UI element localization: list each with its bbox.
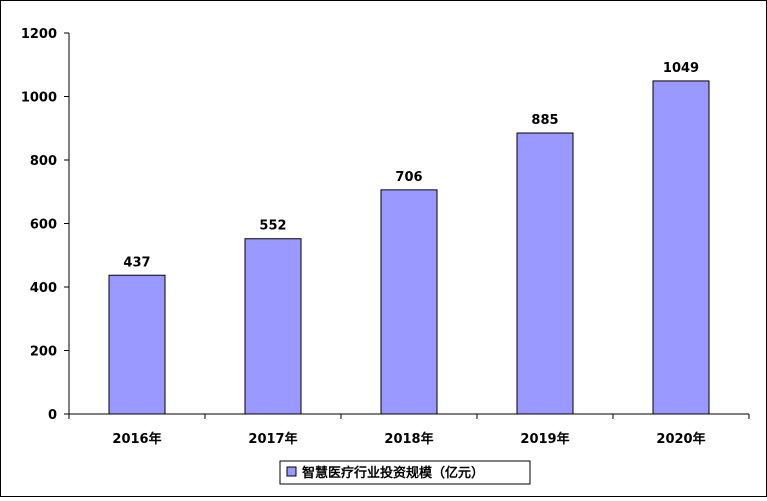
bar [108, 274, 166, 415]
legend-swatch [286, 466, 297, 477]
data-labels: 437 552 706 885 1049 [123, 61, 699, 270]
bars [108, 80, 710, 415]
legend: 智慧医疗行业投资规模（亿元） [279, 460, 531, 485]
y-axis: 0 200 400 600 800 1000 1200 [21, 27, 70, 423]
data-label: 1049 [663, 61, 699, 76]
legend-box [279, 460, 531, 485]
data-label: 706 [395, 170, 422, 185]
x-tick-label: 2019年 [520, 431, 569, 447]
x-tick-label: 2017年 [248, 431, 297, 447]
x-tick-label: 2020年 [656, 431, 705, 447]
bar [652, 80, 710, 415]
y-tick-label: 200 [30, 345, 57, 360]
y-tick-label: 1000 [21, 91, 57, 106]
data-label: 437 [123, 255, 150, 270]
x-axis: 2016年 2017年 2018年 2019年 2020年 [68, 413, 750, 447]
bar [516, 132, 574, 415]
x-tick-label: 2016年 [112, 431, 161, 447]
y-tick-label: 1200 [21, 27, 57, 42]
legend-label: 智慧医疗行业投资规模（亿元） [302, 465, 484, 481]
x-tick-label: 2018年 [384, 431, 433, 447]
y-tick-label: 800 [30, 154, 57, 169]
data-label: 552 [259, 219, 286, 234]
bar [244, 238, 302, 415]
y-tick-label: 400 [30, 281, 57, 296]
data-label: 885 [531, 113, 558, 128]
y-tick-label: 0 [48, 408, 57, 423]
y-tick-label: 600 [30, 218, 57, 233]
bar [380, 189, 438, 415]
